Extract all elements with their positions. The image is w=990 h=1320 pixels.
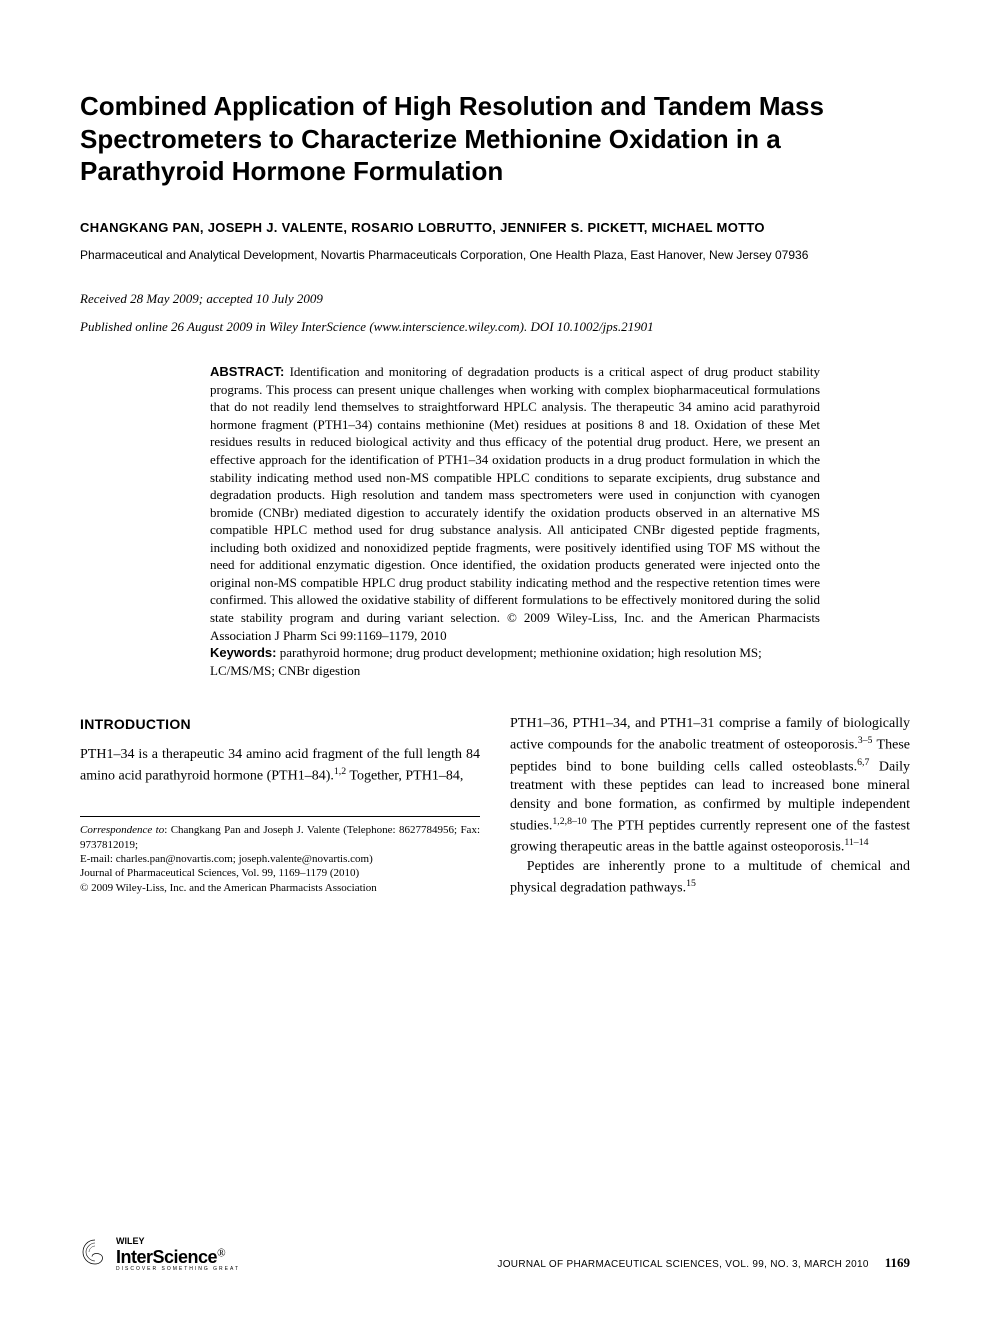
interscience-wordmark: InterScience xyxy=(116,1247,217,1267)
interscience-logo: WILEY InterScience® DISCOVER SOMETHING G… xyxy=(80,1232,240,1272)
citation-sup: 11–14 xyxy=(844,837,868,848)
footer-right: JOURNAL OF PHARMACEUTICAL SCIENCES, VOL.… xyxy=(497,1254,910,1272)
intro-text-2a: PTH1–36, PTH1–34, and PTH1–31 comprise a… xyxy=(510,716,910,753)
intro-paragraph-1: PTH1–34 is a therapeutic 34 amino acid f… xyxy=(80,746,480,786)
page-number: 1169 xyxy=(885,1255,910,1270)
copyright-line: © 2009 Wiley-Liss, Inc. and the American… xyxy=(80,881,480,895)
right-column: PTH1–36, PTH1–34, and PTH1–31 comprise a… xyxy=(510,715,910,898)
correspondence-line-1: Correspondence to: Changkang Pan and Jos… xyxy=(80,823,480,852)
abstract-label: ABSTRACT: xyxy=(210,364,284,379)
keywords-label: Keywords: xyxy=(210,645,276,660)
article-title: Combined Application of High Resolution … xyxy=(80,90,910,188)
interscience-main-row: InterScience® xyxy=(116,1248,240,1267)
intro-paragraph-3: Peptides are inherently prone to a multi… xyxy=(510,858,910,898)
citation-sup: 6,7 xyxy=(857,757,869,768)
keywords-body: parathyroid hormone; drug product develo… xyxy=(210,645,762,678)
interscience-tagline: DISCOVER SOMETHING GREAT xyxy=(116,1267,240,1272)
citation-sup: 1,2,8–10 xyxy=(552,816,586,827)
introduction-heading: INTRODUCTION xyxy=(80,715,480,734)
wiley-label: WILEY xyxy=(116,1236,145,1246)
interscience-wiley-row: WILEY xyxy=(116,1232,240,1248)
keywords-line: Keywords: parathyroid hormone; drug prod… xyxy=(210,644,820,679)
correspondence-footnote: Correspondence to: Changkang Pan and Jos… xyxy=(80,816,480,894)
citation-sup: 15 xyxy=(686,878,696,889)
authors-line: CHANGKANG PAN, JOSEPH J. VALENTE, ROSARI… xyxy=(80,220,910,235)
abstract-body: Identification and monitoring of degrada… xyxy=(210,364,820,642)
citation-sup: 3–5 xyxy=(858,735,873,746)
registered-mark: ® xyxy=(217,1248,226,1260)
published-online-line: Published online 26 August 2009 in Wiley… xyxy=(80,319,910,335)
left-column: INTRODUCTION PTH1–34 is a therapeutic 34… xyxy=(80,715,480,898)
affiliation: Pharmaceutical and Analytical Developmen… xyxy=(80,247,910,264)
footer-journal-name: JOURNAL OF PHARMACEUTICAL SCIENCES, VOL.… xyxy=(497,1259,868,1270)
page-footer: WILEY InterScience® DISCOVER SOMETHING G… xyxy=(80,1232,910,1272)
journal-citation-line: Journal of Pharmaceutical Sciences, Vol.… xyxy=(80,866,480,880)
abstract-paragraph: ABSTRACT: Identification and monitoring … xyxy=(210,363,820,644)
abstract-block: ABSTRACT: Identification and monitoring … xyxy=(80,363,910,679)
intro-paragraph-2: PTH1–36, PTH1–34, and PTH1–31 comprise a… xyxy=(510,715,910,858)
interscience-text-block: WILEY InterScience® DISCOVER SOMETHING G… xyxy=(116,1232,240,1272)
correspondence-label: Correspondence to xyxy=(80,824,164,836)
received-accepted-dates: Received 28 May 2009; accepted 10 July 2… xyxy=(80,291,910,307)
interscience-swirl-icon xyxy=(80,1237,110,1267)
citation-sup: 1,2 xyxy=(334,766,346,777)
intro-text-3a: Peptides are inherently prone to a multi… xyxy=(510,859,910,896)
intro-text-1b: Together, PTH1–84, xyxy=(346,769,463,784)
two-column-body: INTRODUCTION PTH1–34 is a therapeutic 34… xyxy=(80,715,910,898)
correspondence-email: E-mail: charles.pan@novartis.com; joseph… xyxy=(80,852,480,866)
